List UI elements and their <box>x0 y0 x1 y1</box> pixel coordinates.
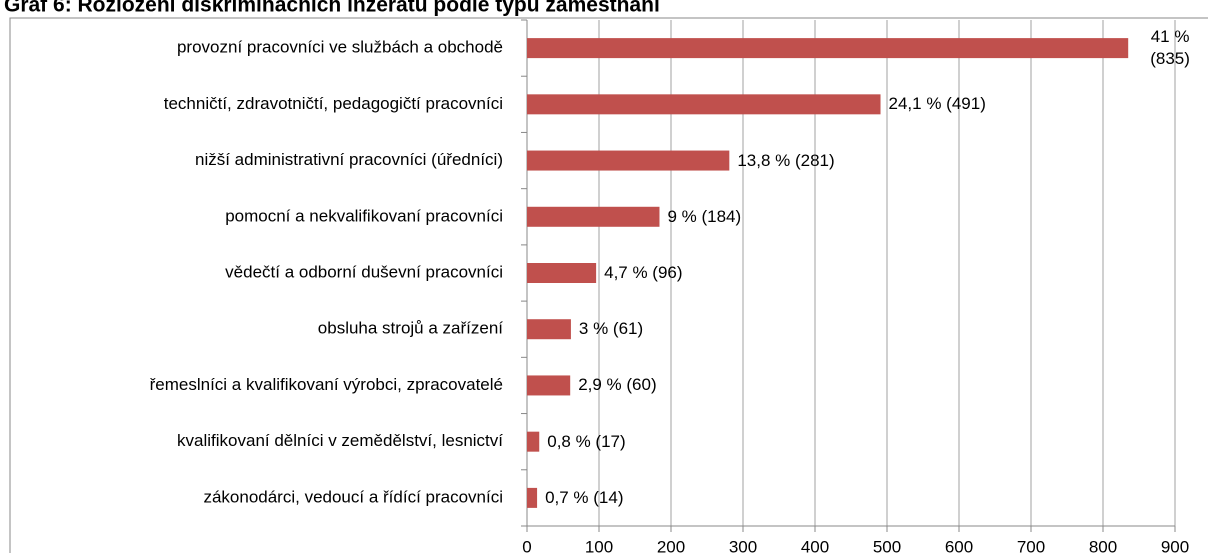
chart-frame <box>9 17 1208 553</box>
x-tick-label: 300 <box>729 537 757 553</box>
y-tick-label: pomocní a nekvalifikovaní pracovníci <box>225 206 503 225</box>
bar <box>527 431 540 452</box>
value-label: 4,7 % (96) <box>604 263 683 282</box>
x-tick-label: 200 <box>657 537 685 553</box>
value-label: 41 % (835) <box>1150 27 1190 69</box>
x-tick-label: 700 <box>1017 537 1045 553</box>
x-tick-label: 900 <box>1161 537 1189 553</box>
bar <box>527 319 571 340</box>
value-label: 13,8 % (281) <box>737 150 835 170</box>
x-tick-label: 800 <box>1089 537 1117 553</box>
x-tick-label: 600 <box>945 537 973 553</box>
bar <box>527 487 538 508</box>
chart-title: Graf 6: Rozložení diskriminačních inzerá… <box>4 0 661 17</box>
x-tick-label: 100 <box>585 537 613 553</box>
x-tick-label: 400 <box>801 537 829 553</box>
y-tick-label: provozní pracovníci ve službách a obchod… <box>177 38 503 57</box>
y-tick-label: kvalifikovaní dělníci v zemědělství, les… <box>177 431 503 450</box>
y-tick-label: zákonodárci, vedoucí a řídící pracovníci <box>203 487 503 506</box>
y-tick-label: techničtí, zdravotničtí, pedagogičtí pra… <box>164 94 503 113</box>
bar <box>527 94 881 115</box>
value-label: 3 % (61) <box>578 319 644 339</box>
value-label: 9 % (184) <box>667 206 742 226</box>
value-label: 0,8 % (17) <box>547 431 626 451</box>
y-tick-label: vědečtí a odborní duševní pracovníci <box>225 262 503 281</box>
bar <box>527 263 597 283</box>
y-tick-label: nižší administrativní pracovníci (úřední… <box>195 150 503 169</box>
bar <box>527 38 1129 59</box>
value-label: 0,7 % (14) <box>545 487 624 507</box>
y-tick-label: řemeslníci a kvalifikovaní výrobci, zpra… <box>150 375 503 394</box>
value-label: 2,9 % (60) <box>578 375 657 395</box>
bar <box>527 206 660 227</box>
x-tick-label: 500 <box>873 537 901 553</box>
value-label: 24,1 % (491) <box>888 94 986 114</box>
y-tick-label: obsluha strojů a zařízení <box>318 319 503 338</box>
x-tick-label: 0 <box>522 537 531 553</box>
bar <box>527 150 730 171</box>
bar <box>527 375 571 396</box>
